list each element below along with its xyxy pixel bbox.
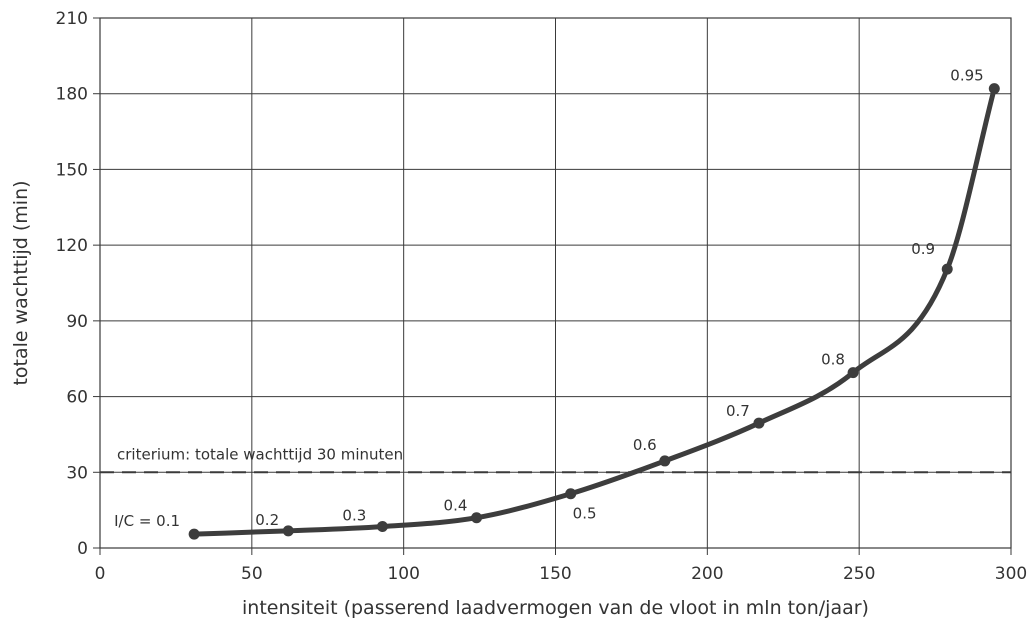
criterion-label: criterium: totale wachttijd 30 minuten: [117, 445, 403, 463]
x-tick-label: 150: [539, 564, 571, 584]
x-tick-label: 100: [387, 564, 419, 584]
y-tick-label: 210: [56, 9, 88, 29]
data-point: [847, 367, 859, 379]
x-tick-label: 200: [691, 564, 723, 584]
data-point: [988, 83, 1000, 95]
data-point: [188, 528, 200, 540]
data-label: 0.95: [950, 67, 983, 85]
y-axis-ticks: 0 30 60 90 120 150 180 210: [56, 9, 100, 559]
data-points: [188, 83, 1000, 540]
data-label: 0.7: [726, 402, 750, 420]
data-point: [282, 525, 294, 537]
y-tick-label: 30: [66, 463, 88, 483]
data-label: 0.6: [633, 436, 657, 454]
series-line: [191, 86, 997, 537]
data-point: [659, 455, 671, 467]
grid: [100, 18, 1011, 548]
data-label: 0.3: [342, 507, 366, 525]
y-tick-label: 0: [77, 539, 88, 559]
x-tick-label: 0: [95, 564, 106, 584]
y-tick-label: 60: [66, 388, 88, 408]
data-point: [941, 263, 953, 275]
data-point: [565, 488, 577, 500]
x-axis-title: intensiteit (passerend laadvermogen van …: [242, 597, 869, 619]
data-point: [471, 512, 483, 524]
y-axis-title: totale wachttijd (min): [10, 180, 32, 385]
x-tick-label: 250: [843, 564, 875, 584]
x-axis-ticks: 0 50 100 150 200 250 300: [95, 548, 1027, 584]
data-label: I/C = 0.1: [114, 512, 180, 530]
data-label: 0.5: [573, 505, 597, 523]
data-point: [376, 521, 388, 533]
data-label: 0.2: [255, 511, 279, 529]
data-label: 0.9: [911, 240, 935, 258]
y-tick-label: 180: [56, 85, 88, 105]
y-tick-label: 150: [56, 160, 88, 180]
data-point: [753, 417, 765, 429]
data-label: 0.8: [821, 351, 845, 369]
y-tick-label: 120: [56, 236, 88, 256]
x-tick-label: 50: [241, 564, 263, 584]
y-tick-label: 90: [66, 312, 88, 332]
x-tick-label: 300: [995, 564, 1027, 584]
point-labels: I/C = 0.1 0.2 0.3 0.4 0.5 0.6 0.7 0.8 0.9 0.95: [114, 67, 984, 530]
data-label: 0.4: [444, 497, 468, 515]
